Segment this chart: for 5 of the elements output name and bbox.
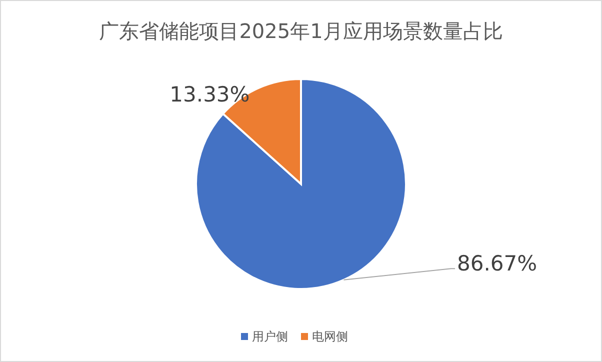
data-label: 86.67%: [457, 251, 538, 276]
data-label: 13.33%: [170, 82, 250, 106]
legend-label: 用户侧: [252, 329, 288, 344]
legend-label: 电网侧: [312, 329, 348, 344]
chart-title: 广东省储能项目2025年1月应用场景数量占比: [99, 19, 503, 43]
